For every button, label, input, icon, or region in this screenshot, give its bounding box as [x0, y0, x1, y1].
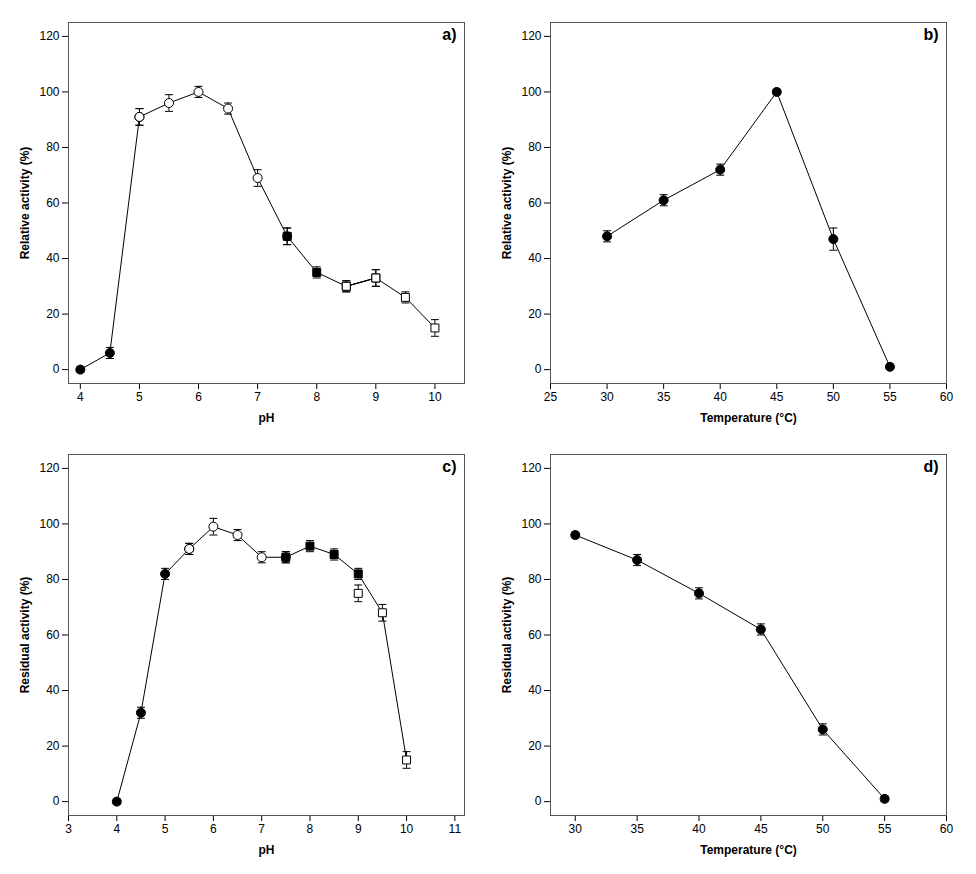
svg-text:25: 25: [544, 390, 558, 404]
svg-text:4: 4: [77, 390, 84, 404]
svg-text:7: 7: [254, 390, 261, 404]
svg-text:60: 60: [528, 628, 542, 642]
svg-text:30: 30: [600, 390, 614, 404]
svg-text:4: 4: [113, 822, 120, 836]
svg-text:10: 10: [428, 390, 442, 404]
svg-text:45: 45: [770, 390, 784, 404]
svg-text:b): b): [923, 26, 938, 43]
svg-text:6: 6: [195, 390, 202, 404]
svg-text:80: 80: [46, 572, 60, 586]
svg-text:8: 8: [307, 822, 314, 836]
svg-text:55: 55: [878, 822, 892, 836]
svg-text:0: 0: [53, 362, 60, 376]
svg-text:Relative activity (%): Relative activity (%): [500, 147, 514, 260]
svg-text:35: 35: [630, 822, 644, 836]
svg-text:10: 10: [400, 822, 414, 836]
svg-text:Residual activity (%): Residual activity (%): [18, 577, 32, 694]
svg-text:50: 50: [827, 390, 841, 404]
svg-text:35: 35: [657, 390, 671, 404]
svg-text:Temperature (°C): Temperature (°C): [700, 843, 797, 857]
svg-text:11: 11: [449, 822, 462, 836]
svg-text:100: 100: [39, 517, 59, 531]
svg-text:7: 7: [258, 822, 265, 836]
svg-text:60: 60: [940, 390, 954, 404]
svg-text:5: 5: [136, 390, 143, 404]
svg-text:60: 60: [46, 196, 60, 210]
svg-text:a): a): [442, 26, 456, 43]
svg-text:0: 0: [535, 794, 542, 808]
svg-text:20: 20: [528, 739, 542, 753]
svg-text:120: 120: [521, 461, 541, 475]
svg-text:0: 0: [535, 362, 542, 376]
svg-text:Residual activity (%): Residual activity (%): [500, 577, 514, 694]
svg-text:60: 60: [528, 196, 542, 210]
svg-text:80: 80: [528, 140, 542, 154]
svg-text:20: 20: [528, 307, 542, 321]
svg-text:pH: pH: [259, 843, 275, 857]
svg-text:120: 120: [39, 461, 59, 475]
svg-text:c): c): [442, 458, 456, 475]
svg-text:9: 9: [355, 822, 362, 836]
svg-text:40: 40: [46, 251, 60, 265]
svg-text:pH: pH: [259, 411, 275, 425]
svg-text:100: 100: [521, 85, 541, 99]
svg-text:80: 80: [46, 140, 60, 154]
svg-text:40: 40: [714, 390, 728, 404]
svg-text:5: 5: [162, 822, 169, 836]
svg-text:80: 80: [528, 572, 542, 586]
svg-text:Temperature (°C): Temperature (°C): [700, 411, 797, 425]
svg-text:d): d): [923, 458, 938, 475]
svg-text:3: 3: [65, 822, 72, 836]
svg-text:40: 40: [692, 822, 706, 836]
svg-text:6: 6: [210, 822, 217, 836]
svg-text:40: 40: [528, 683, 542, 697]
svg-text:0: 0: [53, 794, 60, 808]
svg-text:50: 50: [816, 822, 830, 836]
svg-text:20: 20: [46, 307, 60, 321]
svg-text:60: 60: [940, 822, 954, 836]
svg-text:100: 100: [521, 517, 541, 531]
svg-text:40: 40: [46, 683, 60, 697]
svg-text:60: 60: [46, 628, 60, 642]
svg-text:120: 120: [39, 29, 59, 43]
svg-text:55: 55: [883, 390, 897, 404]
svg-text:100: 100: [39, 85, 59, 99]
svg-text:20: 20: [46, 739, 60, 753]
svg-text:30: 30: [569, 822, 583, 836]
svg-text:45: 45: [754, 822, 768, 836]
svg-text:9: 9: [372, 390, 379, 404]
svg-text:Relative activity (%): Relative activity (%): [18, 147, 32, 260]
svg-text:120: 120: [521, 29, 541, 43]
svg-text:40: 40: [528, 251, 542, 265]
svg-text:8: 8: [313, 390, 320, 404]
